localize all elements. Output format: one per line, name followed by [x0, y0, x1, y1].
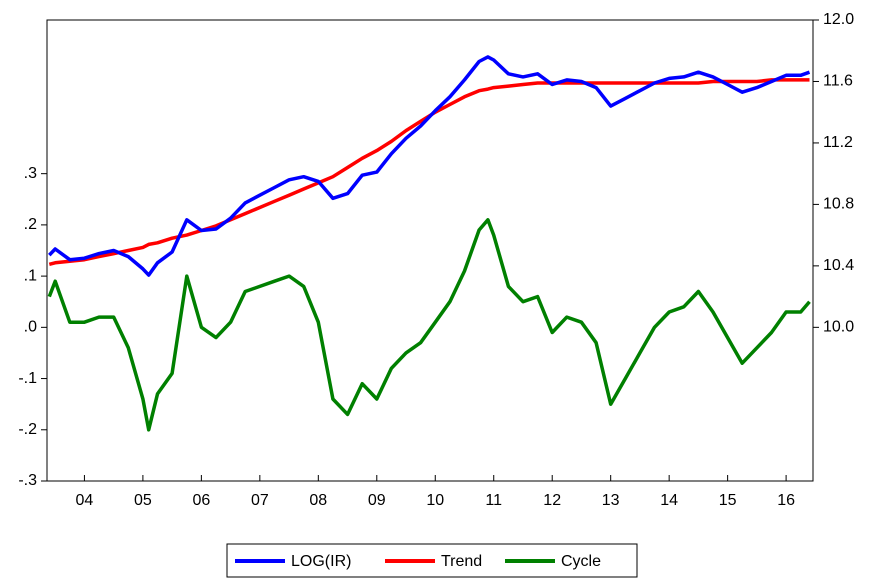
x-tick-label: 09: [368, 492, 386, 509]
y2-tick-label: 10.4: [823, 257, 854, 274]
legend-label: Trend: [441, 553, 482, 570]
x-tick-label: 04: [76, 492, 94, 509]
x-tick-label: 05: [134, 492, 152, 509]
y2-tick-label: 10.8: [823, 196, 854, 213]
x-tick-label: 12: [543, 492, 561, 509]
series-line: [48, 55, 811, 277]
y2-tick-label: 11.6: [823, 73, 853, 90]
y-tick-label: -.3: [18, 472, 37, 489]
y2-tick-label: 11.2: [823, 134, 853, 151]
x-tick-label: 13: [602, 492, 620, 509]
y-tick-label: -.2: [18, 421, 37, 438]
y-tick-label: .0: [24, 319, 37, 336]
legend-label: Cycle: [561, 553, 601, 570]
y-tick-label: .2: [24, 216, 37, 233]
plot-frame: [46, 19, 814, 482]
x-tick-label: 08: [309, 492, 327, 509]
y-tick-label: .3: [24, 165, 37, 182]
legend-label: LOG(IR): [291, 553, 351, 570]
x-tick-label: 07: [251, 492, 269, 509]
x-tick-label: 10: [426, 492, 444, 509]
y-tick-label: -.1: [18, 370, 37, 387]
y2-tick-label: 10.0: [823, 319, 854, 336]
x-tick-label: 16: [777, 492, 795, 509]
x-tick-label: 11: [485, 492, 502, 509]
series-line: [48, 78, 810, 266]
y-tick-label: .1: [24, 267, 37, 284]
series-line: [47, 218, 811, 432]
x-tick-label: 14: [660, 492, 678, 509]
x-tick-label: 15: [719, 492, 737, 509]
x-tick-label: 06: [192, 492, 210, 509]
y2-tick-label: 12.0: [823, 11, 854, 28]
